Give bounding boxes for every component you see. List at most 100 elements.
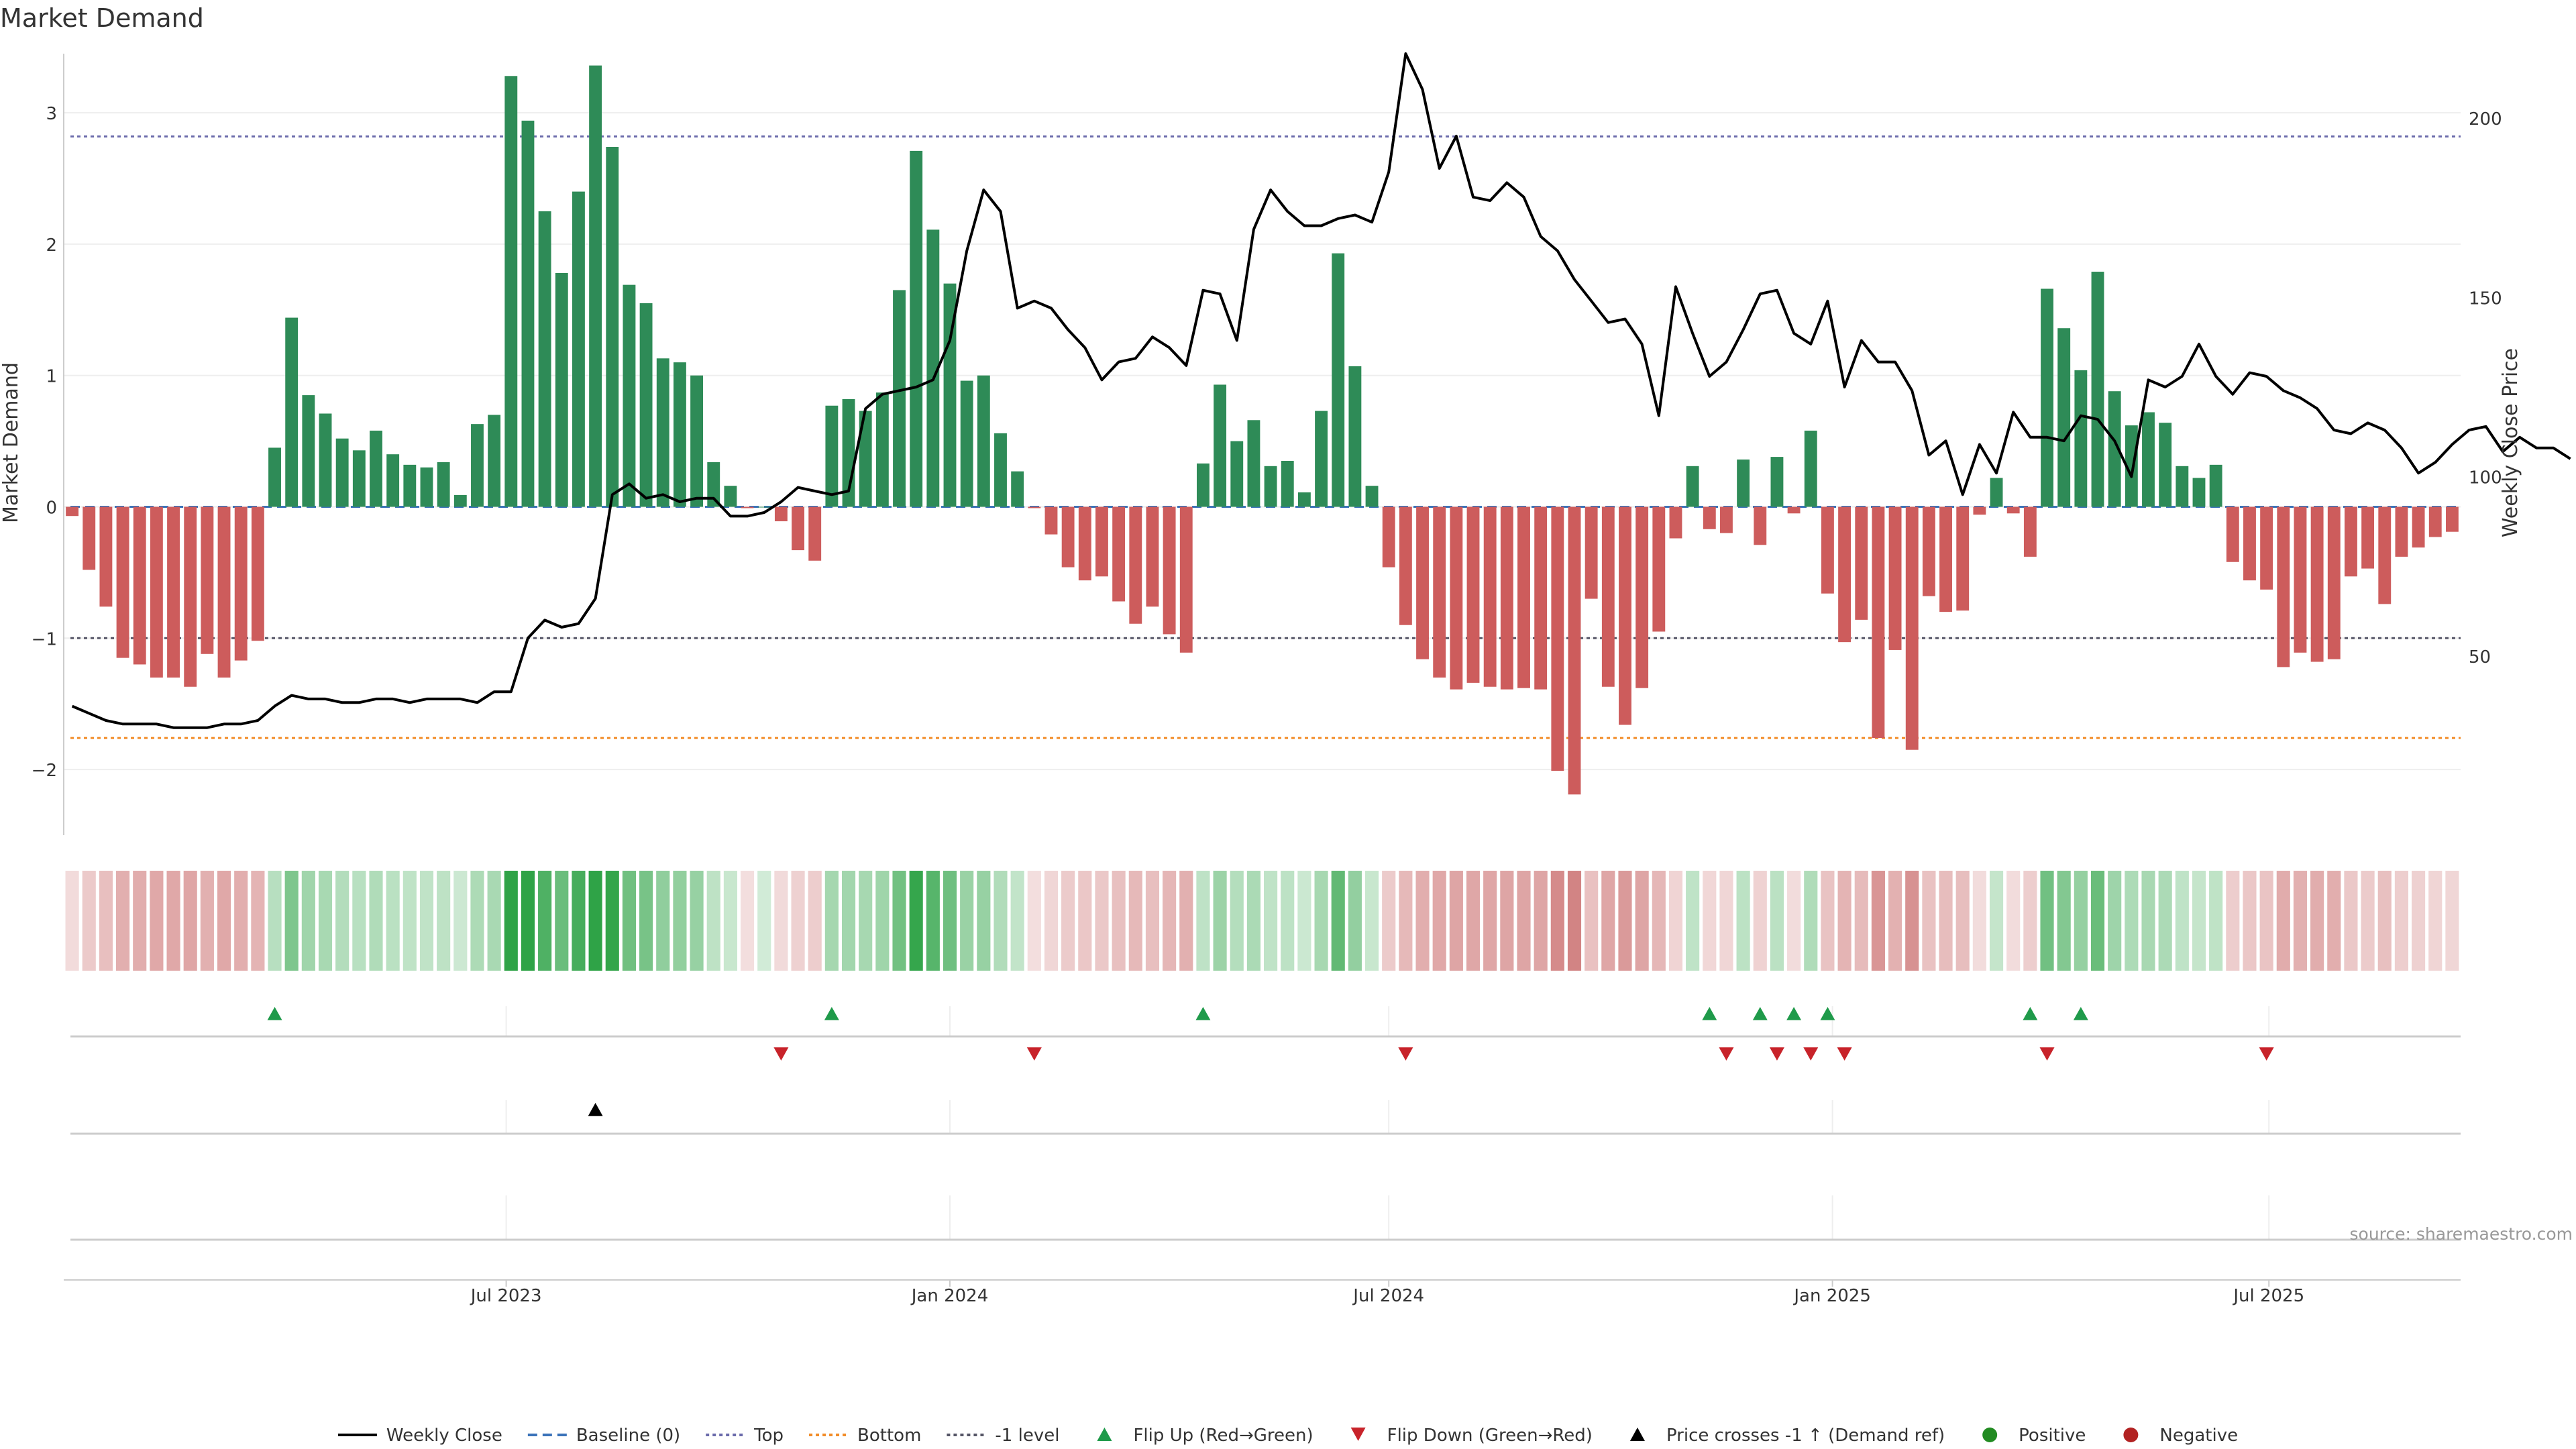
heat-cell xyxy=(2243,871,2257,971)
demand-bar xyxy=(893,290,906,507)
demand-bar xyxy=(1737,460,1750,507)
heat-cell xyxy=(1703,871,1717,971)
heat-cell xyxy=(402,871,417,971)
demand-bar xyxy=(2445,506,2459,532)
demand-bar xyxy=(352,450,366,507)
legend-price-cross: Price crosses -1 ↑ (Demand ref) xyxy=(1629,1426,1945,1446)
y-tick-label-left: 1 xyxy=(46,367,57,387)
heat-cell xyxy=(2428,871,2443,971)
demand-bar xyxy=(2006,506,2020,514)
legend-negative: Negative xyxy=(2123,1426,2238,1446)
demand-bar xyxy=(99,506,113,607)
legend-bottom: Bottom xyxy=(809,1426,921,1446)
y-tick-label-left: 3 xyxy=(46,104,57,124)
demand-bar xyxy=(1669,506,1682,539)
demand-bar xyxy=(1619,506,1631,725)
heat-cell xyxy=(2158,871,2172,971)
heat-cell xyxy=(1061,871,1075,971)
heat-cell xyxy=(1179,871,1193,971)
heat-cell xyxy=(251,871,265,971)
legend-top: Top xyxy=(706,1426,784,1446)
heat-cell xyxy=(1618,871,1632,971)
flip-up-marker xyxy=(2073,1007,2088,1020)
demand-bar xyxy=(1534,506,1548,690)
demand-bar xyxy=(673,362,686,507)
demand-bar xyxy=(420,467,433,507)
x-tick-label: Jul 2025 xyxy=(2232,1286,2304,1306)
heat-cell xyxy=(1432,871,1446,971)
legend-price-cross-swatch xyxy=(1629,1428,1645,1441)
heat-cell xyxy=(994,871,1008,971)
demand-bar xyxy=(251,506,264,641)
demand-bar xyxy=(2108,391,2121,507)
flip-up-marker xyxy=(1786,1007,1802,1020)
x-tick-label: Jul 2023 xyxy=(470,1286,542,1306)
heat-cell xyxy=(419,871,434,971)
demand-bar xyxy=(1872,506,1885,739)
heat-cell xyxy=(2226,871,2240,971)
heat-cell xyxy=(1095,871,1109,971)
weekly-close-line xyxy=(71,52,2571,729)
flip-down-marker xyxy=(1026,1047,1042,1061)
demand-bar xyxy=(2243,506,2256,581)
heat-cell xyxy=(2394,871,2408,971)
demand-bar xyxy=(2125,425,2138,507)
heat-cell xyxy=(2141,871,2155,971)
heat-cell xyxy=(2192,871,2206,971)
heat-cell xyxy=(2125,871,2139,971)
legend-positive-label: Positive xyxy=(2019,1426,2086,1446)
demand-bar xyxy=(2294,506,2307,653)
y-axis-left-label: Market Demand xyxy=(0,362,23,523)
heat-cell xyxy=(1246,871,1260,971)
x-tick-label: Jan 2025 xyxy=(1792,1286,1871,1306)
demand-bar xyxy=(302,395,315,507)
heat-cell xyxy=(2293,871,2308,971)
demand-bar xyxy=(2345,506,2357,577)
heat-cell xyxy=(538,871,552,971)
heat-cell xyxy=(1719,871,1733,971)
demand-bar xyxy=(1028,506,1041,508)
y-tick-label-left: −1 xyxy=(32,629,57,649)
demand-bar xyxy=(1483,506,1497,687)
flip-up-marker xyxy=(1702,1007,1717,1020)
heat-cell xyxy=(926,871,940,971)
demand-bar xyxy=(1500,506,1513,690)
heat-cell xyxy=(1905,871,1919,971)
demand-bar xyxy=(453,494,467,507)
demand-bar xyxy=(1466,506,1480,683)
heat-cell xyxy=(116,871,130,971)
demand-bar xyxy=(741,506,754,508)
demand-bar xyxy=(488,415,501,507)
demand-bar xyxy=(2176,466,2189,507)
legend-negative-label: Negative xyxy=(2159,1426,2238,1446)
heat-cell xyxy=(1112,871,1126,971)
demand-bar xyxy=(623,284,636,507)
flip-down-marker xyxy=(773,1047,789,1061)
heat-cell xyxy=(1078,871,1092,971)
legend-positive-swatch xyxy=(1982,1428,1998,1442)
heat-cell xyxy=(2108,871,2122,971)
flip-up-marker xyxy=(2023,1007,2038,1020)
heat-cell xyxy=(791,871,805,971)
heat-cell xyxy=(1314,871,1328,971)
heat-cell xyxy=(1145,871,1160,971)
y-tick-label-right: 200 xyxy=(2469,109,2502,129)
demand-bar xyxy=(910,150,923,507)
heat-cell xyxy=(521,871,535,971)
y-tick-label-right: 50 xyxy=(2469,647,2491,667)
legend-top-label: Top xyxy=(753,1426,784,1446)
heat-cell xyxy=(1585,871,1599,971)
heat-cell xyxy=(1230,871,1244,971)
demand-bar xyxy=(1061,506,1075,568)
demand-bar xyxy=(1365,486,1379,507)
heat-cell xyxy=(2259,871,2273,971)
demand-bar xyxy=(1855,506,1868,620)
legend-flip-down: Flip Down (Green→Red) xyxy=(1350,1426,1593,1446)
heat-cell xyxy=(1668,871,1683,971)
heat-cell xyxy=(1955,871,1970,971)
demand-bar xyxy=(471,424,484,507)
demand-bar xyxy=(926,229,940,507)
heat-cell xyxy=(386,871,400,971)
flip-down-marker xyxy=(1769,1047,1784,1061)
flip-up-marker xyxy=(267,1007,282,1020)
